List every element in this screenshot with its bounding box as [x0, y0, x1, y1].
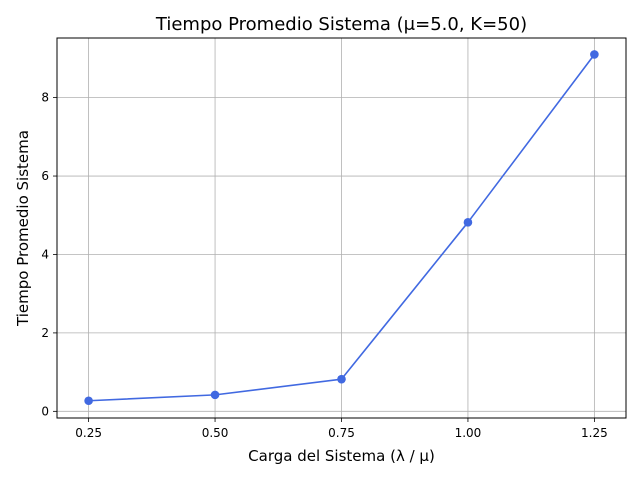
data-point	[210, 390, 220, 400]
y-tick-label: 4	[41, 247, 49, 261]
axis-ticks: 0.25 0.50 0.75 1.00 1.25 0 2 4 6 8	[41, 91, 607, 440]
grid-lines	[57, 38, 626, 418]
x-axis-label: Carga del Sistema (λ / μ)	[248, 447, 435, 465]
series-layer	[84, 50, 599, 406]
data-point	[84, 396, 93, 406]
x-tick-label: 1.25	[581, 426, 608, 440]
x-tick-label: 0.75	[328, 426, 355, 440]
data-point	[463, 218, 473, 227]
y-tick-label: 0	[41, 404, 49, 418]
y-tick-label: 6	[41, 169, 49, 183]
data-point	[590, 50, 599, 59]
x-tick-label: 0.25	[75, 426, 102, 440]
chart-title: Tiempo Promedio Sistema (μ=5.0, K=50)	[155, 14, 527, 35]
y-tick-label: 8	[41, 91, 49, 105]
x-tick-label: 0.50	[202, 426, 229, 440]
y-tick-label: 2	[41, 326, 49, 340]
x-tick-label: 1.00	[455, 426, 482, 440]
data-point	[337, 374, 346, 384]
y-axis-label: Tiempo Promedio Sistema	[14, 130, 32, 327]
